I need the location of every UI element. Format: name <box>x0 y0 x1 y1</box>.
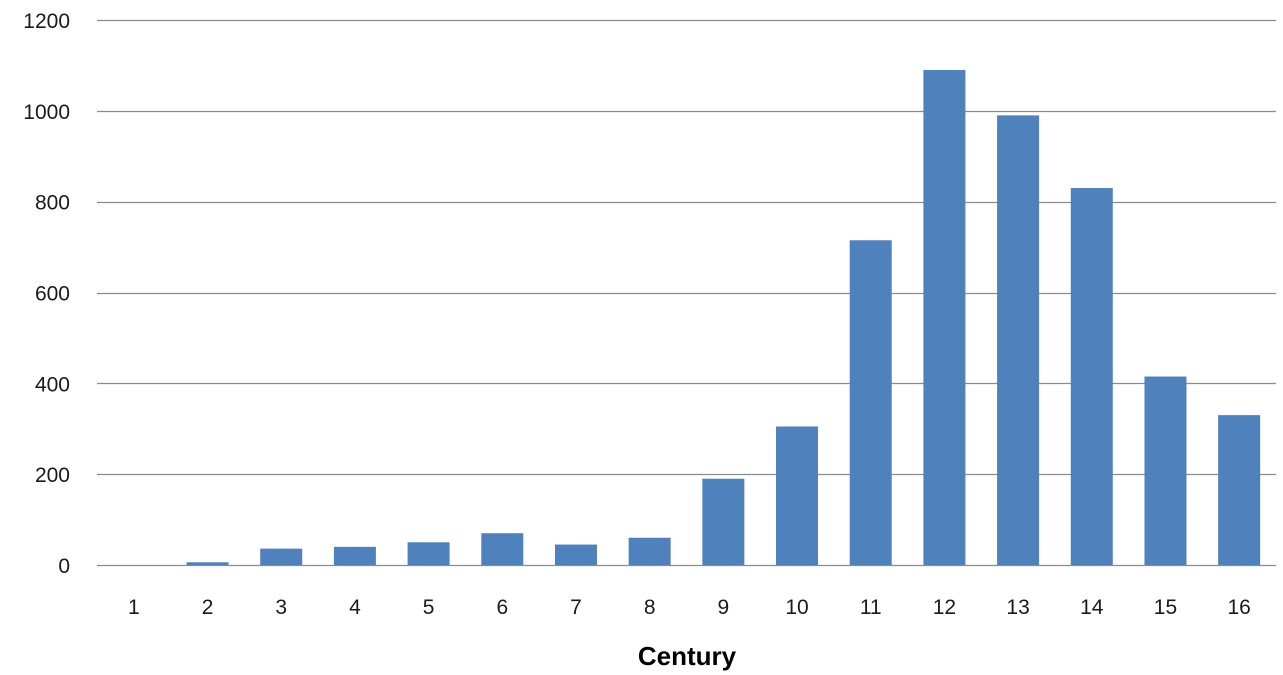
bar-12 <box>923 69 966 565</box>
x-tick-label: 12 <box>933 596 956 619</box>
y-tick-label: 200 <box>35 464 70 487</box>
bar-6 <box>481 533 524 565</box>
bar-13 <box>997 115 1040 565</box>
x-tick-label: 13 <box>1006 596 1029 619</box>
bar-3 <box>260 548 303 565</box>
x-axis-tick-labels: 1 2 3 4 5 6 7 8 9 10 11 12 13 14 15 16 <box>128 596 1251 619</box>
bar-10 <box>776 426 819 565</box>
bar-7 <box>554 544 597 565</box>
x-tick-label: 14 <box>1080 596 1104 619</box>
bar-8 <box>628 537 671 565</box>
bar-15 <box>1144 376 1187 565</box>
x-tick-label: 5 <box>423 596 435 619</box>
x-tick-label: 11 <box>860 596 882 619</box>
x-tick-label: 6 <box>496 596 508 619</box>
bar-9 <box>702 478 745 565</box>
x-tick-label: 9 <box>718 596 730 619</box>
x-tick-label: 2 <box>202 596 214 619</box>
bar-5 <box>407 542 450 565</box>
x-axis-title: Century <box>638 641 737 671</box>
x-tick-label: 10 <box>785 596 808 619</box>
bar-2 <box>186 562 229 565</box>
y-tick-label: 800 <box>35 192 70 215</box>
bar-11 <box>849 240 892 566</box>
x-tick-label: 8 <box>644 596 656 619</box>
x-tick-label: 15 <box>1154 596 1177 619</box>
gridlines <box>97 19 1276 567</box>
bars <box>186 69 1261 566</box>
y-tick-label: 600 <box>35 283 70 306</box>
y-axis-tick-labels: 0 200 400 600 800 1000 1200 <box>23 10 70 578</box>
y-tick-label: 1200 <box>23 10 70 33</box>
y-tick-label: 400 <box>35 373 70 396</box>
x-tick-label: 16 <box>1227 596 1250 619</box>
x-tick-label: 7 <box>570 596 582 619</box>
x-tick-label: 3 <box>275 596 287 619</box>
x-tick-label: 1 <box>128 596 140 619</box>
y-tick-label: 0 <box>58 555 70 578</box>
bar-14 <box>1070 188 1113 565</box>
x-tick-label: 4 <box>349 596 361 619</box>
bar-4 <box>333 546 376 565</box>
y-tick-label: 1000 <box>23 101 70 124</box>
bar-16 <box>1218 415 1261 565</box>
